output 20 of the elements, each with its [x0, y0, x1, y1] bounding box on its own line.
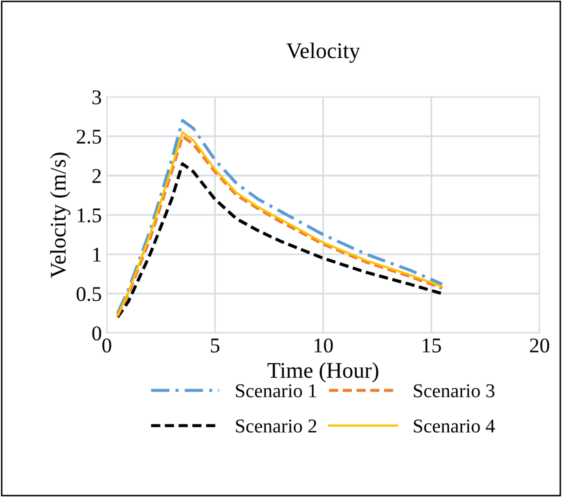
- x-tick-label: 20: [530, 338, 550, 353]
- legend-label: Scenario 2: [236, 420, 316, 433]
- x-tick-label: 0: [102, 338, 112, 353]
- x-axis-title: Time (Hour): [267, 362, 378, 382]
- y-tick-label: 2: [92, 169, 101, 183]
- legend-label: Scenario 1: [236, 384, 316, 398]
- y-tick-label: 0.5: [76, 287, 102, 302]
- x-tick-label: 15: [422, 338, 441, 353]
- y-tick-label: 3: [92, 90, 102, 104]
- y-tick-label: 1: [93, 248, 101, 262]
- legend-label: Scenario 4: [414, 420, 495, 433]
- legend-label: Scenario 3: [414, 384, 494, 398]
- x-tick-label: 10: [314, 338, 333, 353]
- line-series: [116, 162, 444, 319]
- y-axis-title: Velocity (m/s): [50, 152, 70, 278]
- y-tick-label: 0: [92, 326, 102, 340]
- y-tick-label: 2.5: [76, 130, 102, 144]
- y-tick-label: 1.5: [78, 208, 102, 222]
- x-tick-label: 5: [210, 338, 220, 353]
- chart-title: Velocity: [286, 42, 360, 63]
